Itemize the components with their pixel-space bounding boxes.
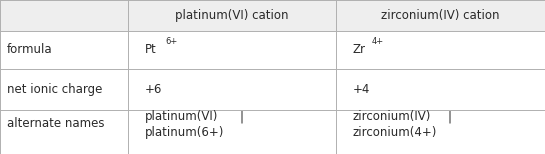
Text: +6: +6 (144, 83, 162, 96)
Text: zirconium(IV): zirconium(IV) (353, 110, 431, 123)
Text: zirconium(4+): zirconium(4+) (353, 126, 437, 139)
Bar (0, 0, 545, 31)
Text: 6+: 6+ (165, 37, 177, 46)
Text: net ionic charge: net ionic charge (7, 83, 102, 96)
Text: zirconium(IV) cation: zirconium(IV) cation (382, 9, 500, 22)
Text: platinum(6+): platinum(6+) (144, 126, 224, 139)
Text: platinum(VI) cation: platinum(VI) cation (175, 9, 289, 22)
Text: platinum(VI): platinum(VI) (144, 110, 218, 123)
Text: formula: formula (7, 43, 52, 56)
Text: |: | (240, 110, 244, 123)
Text: alternate names: alternate names (7, 117, 104, 130)
Text: |: | (448, 110, 452, 123)
Text: Pt: Pt (144, 43, 156, 56)
Text: Zr: Zr (353, 43, 366, 56)
Text: +4: +4 (353, 83, 370, 96)
Text: 4+: 4+ (371, 37, 383, 46)
